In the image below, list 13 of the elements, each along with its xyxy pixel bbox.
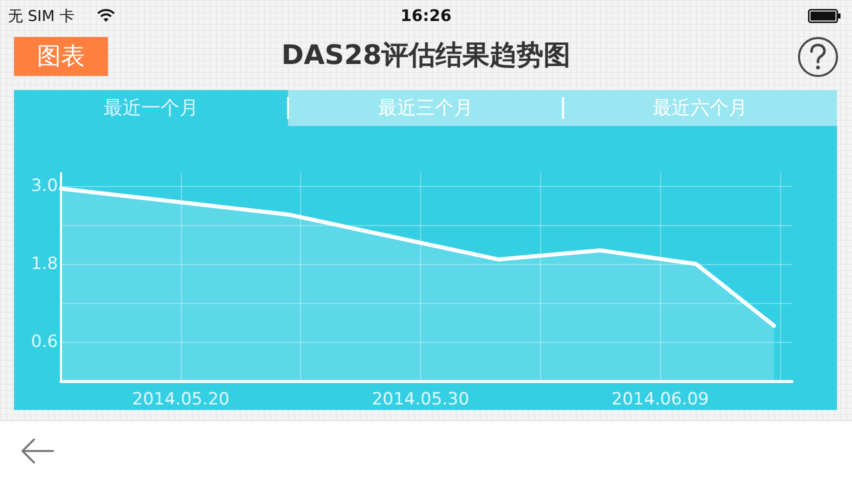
y-tick-label: 1.8 [30,254,58,274]
chart-button: 图表 [14,37,108,76]
tab: 最近三个月 [288,90,563,126]
x-tick-label: 2014.05.30 [372,390,470,410]
y-tick-label: 0.6 [30,332,58,352]
chart-title: DAS28评估结果趋势图 [280,39,572,73]
text: 16:26 [400,6,452,26]
y-tick-label: 3.0 [30,176,58,196]
text: 无 SIM 卡 [8,6,74,26]
tab: 最近六个月 [562,90,837,126]
tab: 最近一个月 [14,90,288,126]
x-tick-label: 2014.05.20 [132,390,230,410]
x-tick-label: 2014.06.09 [612,390,709,410]
